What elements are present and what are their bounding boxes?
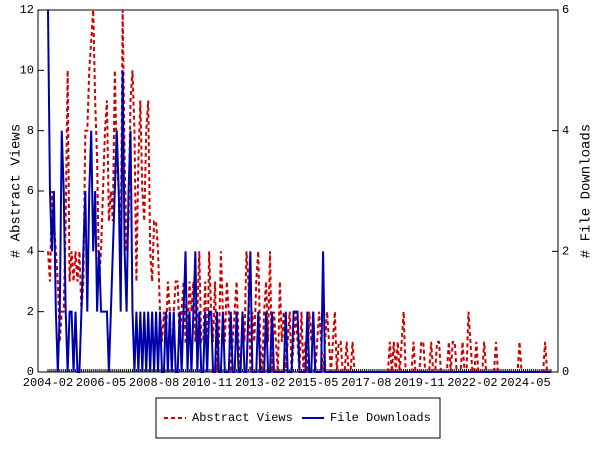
y-tick-label: 6: [27, 184, 34, 198]
x-tick-label: 2004-02: [23, 376, 73, 390]
legend-label: Abstract Views: [192, 411, 293, 425]
y-tick-label: 0: [27, 365, 34, 379]
y-tick-label: 8: [27, 124, 34, 138]
y2-tick-label: 0: [562, 365, 569, 379]
y-tick-label: 12: [20, 3, 34, 17]
legend-label: File Downloads: [330, 411, 431, 425]
x-tick-label: 2006-05: [76, 376, 126, 390]
y-tick-label: 4: [27, 245, 34, 259]
x-tick-label: 2010-11: [182, 376, 232, 390]
x-tick-label: 2015-05: [288, 376, 338, 390]
legend-box: [155, 397, 441, 439]
x-tick-label: 2019-11: [394, 376, 444, 390]
y-tick-label: 10: [20, 64, 34, 78]
x-tick-label: 2013-02: [235, 376, 285, 390]
y2-tick-label: 4: [562, 124, 569, 138]
y2-axis-label: # File Downloads: [579, 124, 595, 258]
x-tick-label: 2008-08: [129, 376, 179, 390]
series-line: [47, 9, 551, 373]
x-tick-label: 2024-05: [500, 376, 550, 390]
series-line: [47, 9, 551, 373]
x-tick-label: 2022-02: [447, 376, 497, 390]
y2-tick-label: 6: [562, 3, 569, 17]
y-tick-label: 2: [27, 305, 34, 319]
x-tick-label: 2017-08: [341, 376, 391, 390]
y-axis-label: # Abstract Views: [9, 124, 25, 258]
y2-tick-label: 2: [562, 245, 569, 259]
